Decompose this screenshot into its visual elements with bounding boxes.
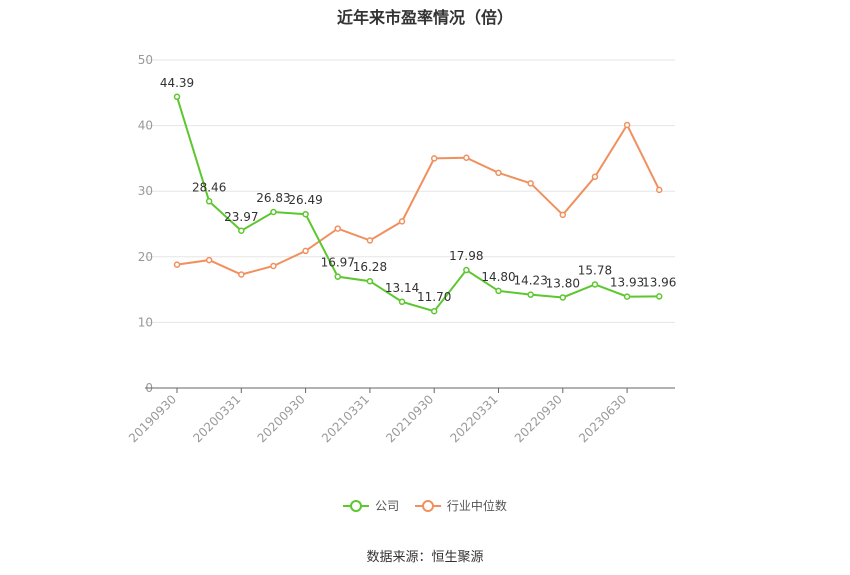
- data-point-company: [623, 293, 631, 300]
- x-tick-label: 20220331: [448, 392, 501, 445]
- data-label: 26.83: [256, 191, 290, 205]
- data-label: 13.80: [546, 276, 580, 290]
- data-label: 16.97: [321, 256, 355, 270]
- series-line-industry-median: [176, 122, 661, 276]
- data-label: 13.93: [610, 276, 644, 290]
- data-point-company: [527, 291, 534, 298]
- data-point-industry-median: [430, 155, 438, 162]
- legend-label-company: 公司: [375, 499, 400, 513]
- y-tick-label: 30: [138, 184, 153, 198]
- data-point-company: [398, 298, 406, 306]
- data-point-industry-median: [302, 247, 309, 255]
- x-tick-label: 20200930: [255, 392, 308, 445]
- data-point-industry-median: [495, 169, 502, 177]
- data-point-industry-median: [205, 256, 213, 264]
- y-tick-label: 40: [138, 119, 153, 133]
- data-point-industry-median: [656, 186, 663, 194]
- data-point-company: [302, 210, 309, 218]
- data-point-company: [495, 287, 502, 295]
- x-tick-label: 20210331: [319, 392, 372, 445]
- data-label: 44.39: [160, 76, 194, 90]
- data-point-industry-median: [623, 121, 631, 129]
- series-line-company: [176, 96, 660, 313]
- data-point-industry-median: [334, 225, 341, 232]
- data-point-company: [173, 93, 181, 101]
- data-point-industry-median: [238, 271, 245, 278]
- legend-label-industry-median: 行业中位数: [446, 499, 507, 513]
- data-label: 14.23: [513, 274, 547, 288]
- x-tick-label: 20210930: [383, 392, 436, 445]
- legend-swatch-industry-median: [414, 499, 441, 512]
- data-point-industry-median: [527, 180, 534, 187]
- y-tick-label: 50: [138, 53, 153, 67]
- data-label: 23.97: [224, 210, 258, 224]
- data-point-company: [270, 208, 277, 216]
- data-point-industry-median: [173, 261, 181, 268]
- y-tick-label: 20: [138, 250, 153, 264]
- data-label: 13.96: [642, 275, 676, 289]
- data-point-industry-median: [366, 237, 374, 244]
- legend: 公司 行业中位数: [0, 497, 850, 516]
- data-label: 15.78: [578, 263, 612, 277]
- data-point-company: [205, 198, 213, 205]
- y-tick-label: 10: [138, 315, 153, 329]
- legend-swatch-company: [343, 499, 370, 512]
- data-point-industry-median: [270, 262, 277, 270]
- data-point-company: [656, 293, 663, 300]
- x-tick-label: 20190930: [126, 392, 179, 445]
- data-point-company: [334, 273, 341, 280]
- data-label: 26.49: [288, 193, 322, 207]
- data-point-company: [238, 227, 245, 235]
- data-point-industry-median: [559, 211, 567, 219]
- x-tick-label: 20230630: [576, 392, 629, 445]
- legend-item-company[interactable]: 公司: [343, 497, 399, 514]
- data-point-company: [463, 266, 470, 274]
- data-point-industry-median: [591, 173, 599, 181]
- chart-title: 近年来市盈率情况（倍）: [336, 8, 513, 27]
- source-note: 数据来源：恒生聚源: [366, 550, 484, 565]
- data-label: 11.70: [417, 290, 451, 304]
- x-tick-label: 20200331: [190, 392, 243, 445]
- data-label: 28.46: [192, 180, 226, 194]
- x-tick-label: 20220930: [512, 392, 565, 445]
- data-point-industry-median: [398, 218, 406, 225]
- data-label: 14.80: [481, 270, 515, 284]
- data-point-company: [366, 277, 374, 285]
- data-point-industry-median: [463, 154, 470, 161]
- data-label: 13.14: [385, 281, 419, 295]
- legend-item-industry-median[interactable]: 行业中位数: [414, 497, 507, 514]
- data-label: 16.28: [353, 260, 387, 274]
- data-point-company: [430, 307, 438, 315]
- data-point-company: [591, 281, 599, 288]
- data-label: 17.98: [449, 249, 483, 263]
- data-point-company: [559, 294, 567, 301]
